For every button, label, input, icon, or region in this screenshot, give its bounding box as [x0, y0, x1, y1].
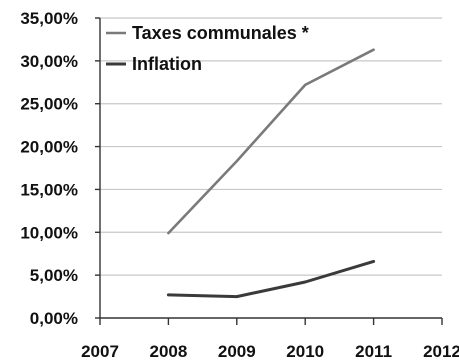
x-tick-label: 2012: [423, 342, 459, 361]
x-tick-label: 2011: [355, 342, 392, 361]
y-tick-label: 35,00%: [20, 9, 78, 28]
x-tick-label: 2008: [149, 342, 187, 361]
x-axis-tick-labels: 2007 2008 2009 2010 2011 2012: [81, 342, 459, 361]
legend: Taxes communales * Inflation: [106, 23, 309, 74]
y-tick-label: 25,00%: [20, 95, 78, 114]
legend-label: Taxes communales *: [132, 23, 309, 43]
x-tick-label: 2010: [286, 342, 324, 361]
y-axis-tick-labels: 0,00% 5,00% 10,00% 15,00% 20,00% 25,00% 30,00%…: [20, 9, 78, 328]
legend-label: Inflation: [132, 54, 202, 74]
x-tick-label: 2009: [218, 342, 256, 361]
series-line-1: [167, 48, 375, 235]
y-tick-label: 0,00%: [30, 309, 78, 328]
y-tick-label: 20,00%: [20, 138, 78, 157]
y-tick-label: 15,00%: [20, 180, 78, 199]
gridlines: [100, 17, 442, 276]
series-lines: [166, 48, 376, 299]
y-tick-label: 5,00%: [30, 266, 78, 285]
series-line-2: [166, 259, 376, 299]
axes: [95, 17, 443, 325]
x-tick-label: 2007: [81, 342, 119, 361]
y-tick-label: 30,00%: [20, 52, 78, 71]
y-tick-label: 10,00%: [20, 223, 78, 242]
